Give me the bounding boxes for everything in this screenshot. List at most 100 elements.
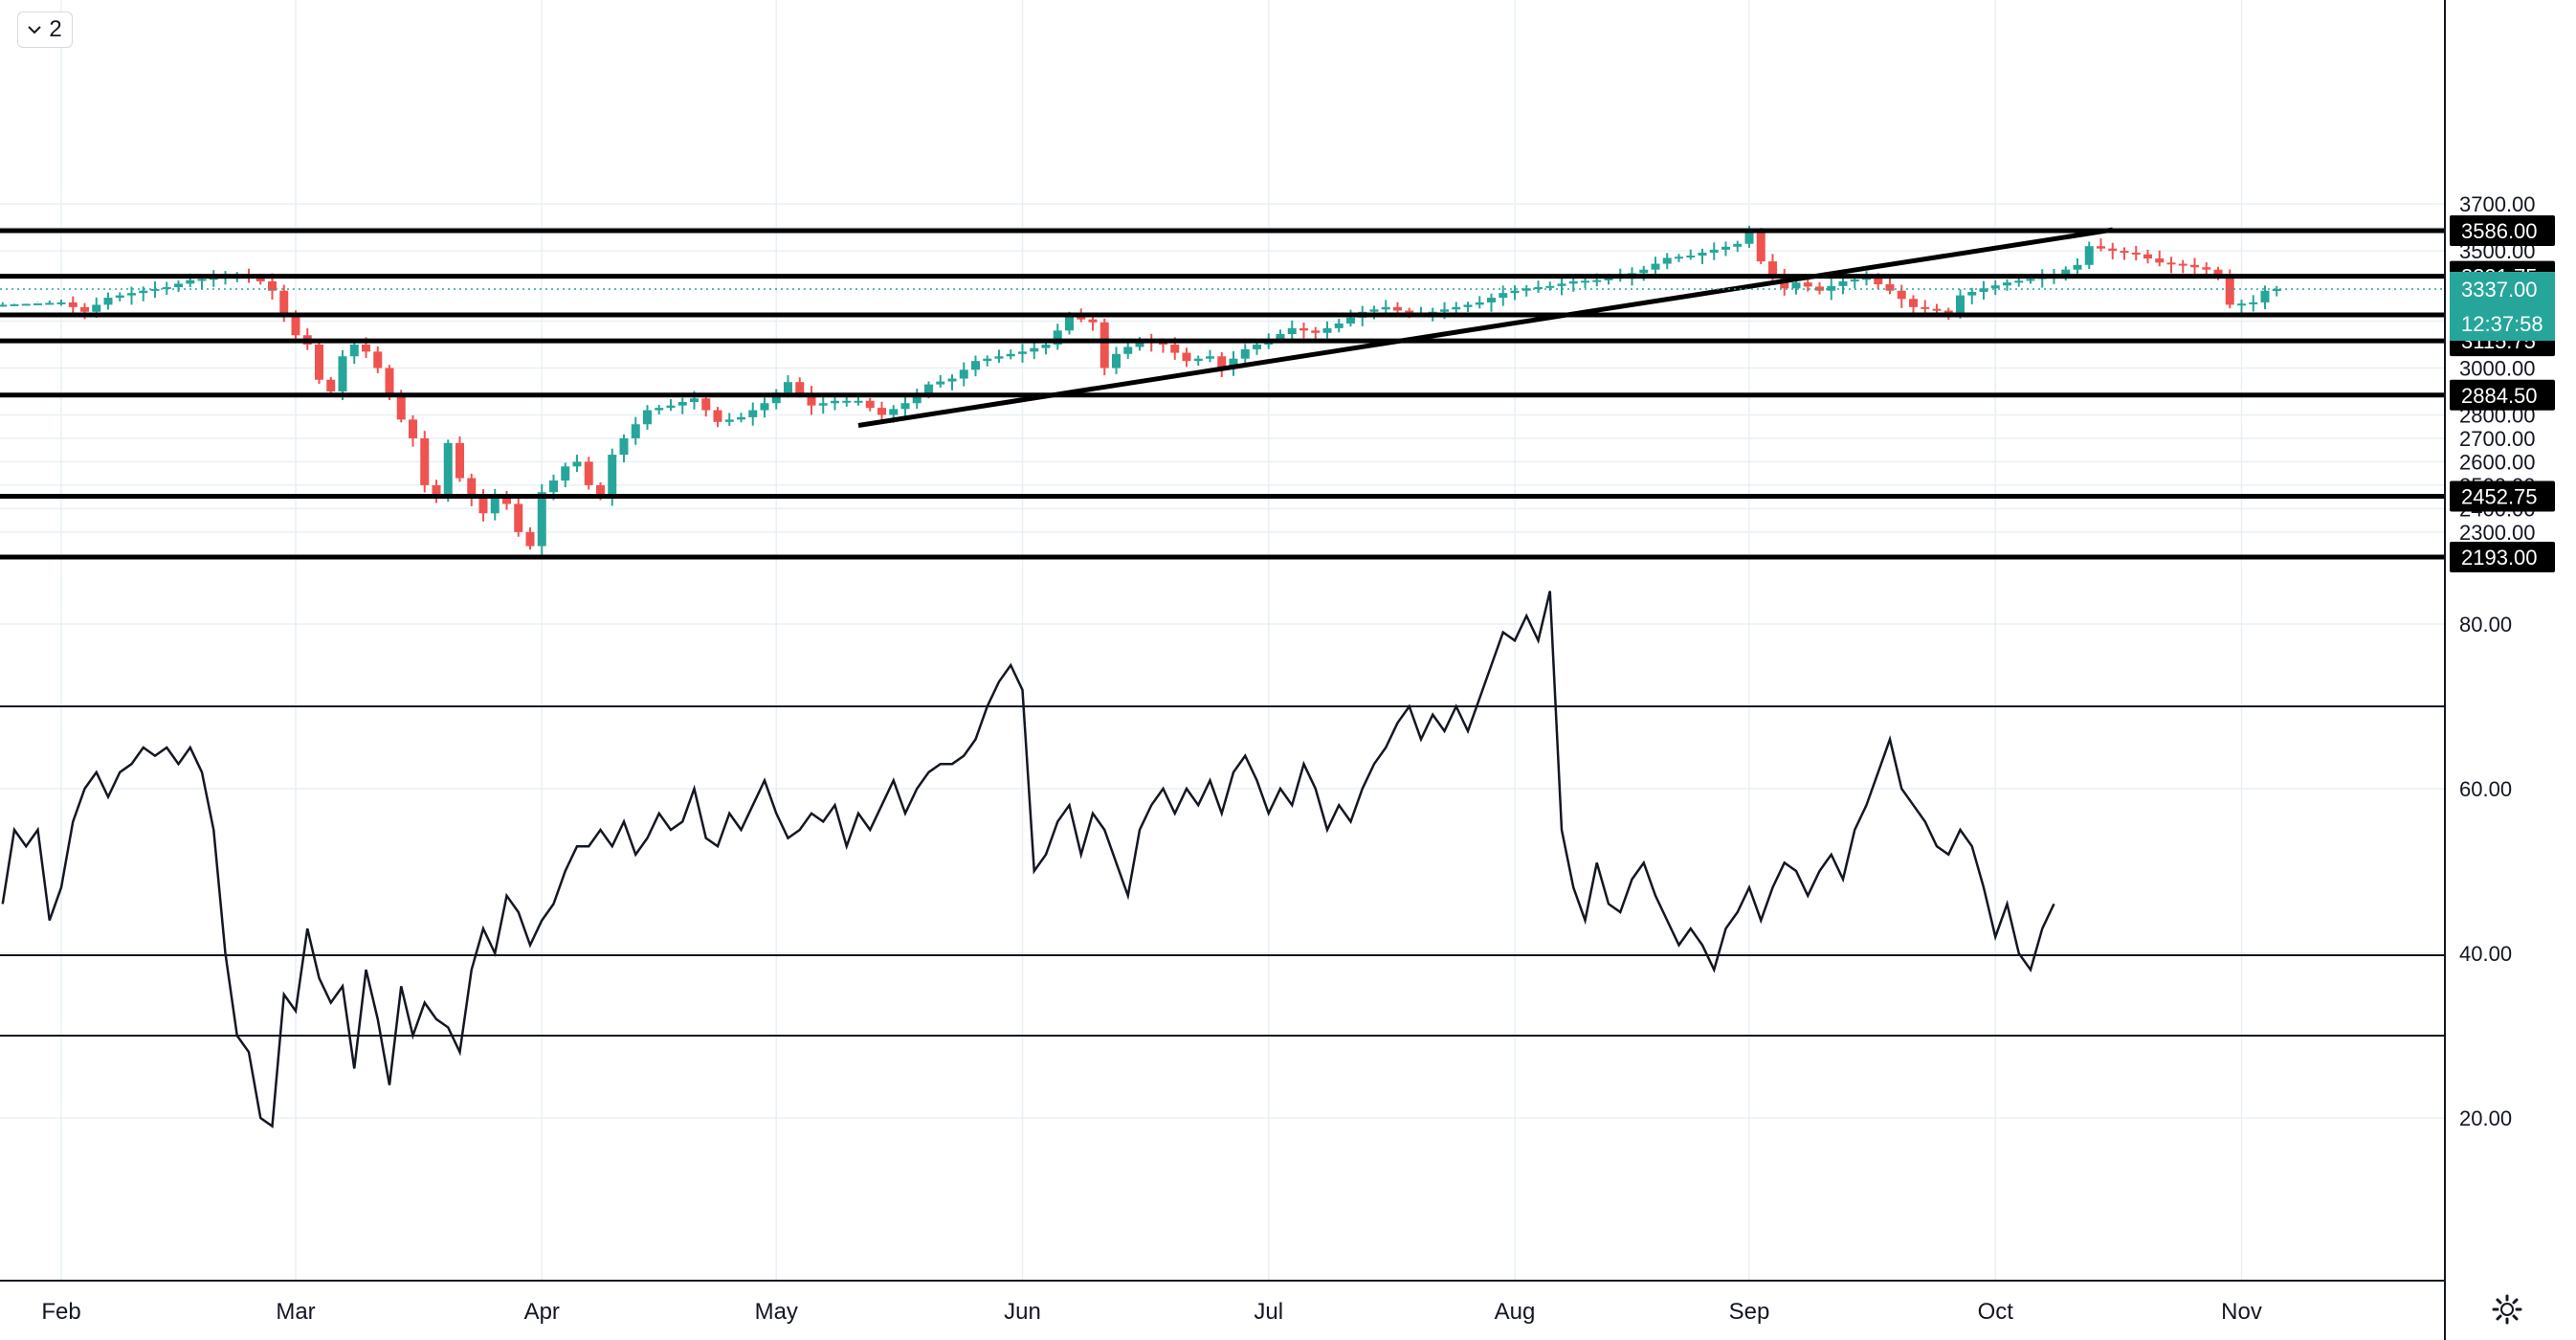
candle-body (1815, 286, 1824, 291)
candle-body (1487, 298, 1496, 302)
candle-body (2202, 267, 2211, 270)
time-tick-label: Mar (276, 1299, 315, 1325)
candle-body (877, 408, 886, 415)
candle-body (737, 416, 745, 420)
candle-body (1639, 269, 1649, 274)
oscillator-tick-label: 60.00 (2459, 777, 2512, 801)
candle-body (724, 419, 734, 422)
candle-body (1686, 255, 1696, 257)
candle-body (373, 351, 383, 368)
candle-body (338, 356, 347, 391)
candle-body (1768, 261, 1777, 275)
candle-body (525, 531, 535, 547)
candle-body (10, 303, 19, 306)
candle-body (1276, 334, 1285, 341)
candle-body (1099, 322, 1109, 368)
price-tick-label: 2300.00 (2459, 521, 2536, 545)
candle-body (1299, 327, 1308, 331)
candle-body (1545, 285, 1555, 288)
candle-body (1311, 330, 1321, 333)
candle-body (959, 369, 968, 379)
candle-body (701, 398, 711, 411)
candle-body (1733, 243, 1743, 247)
candle-body (2225, 275, 2234, 305)
candle-body (1018, 351, 1027, 354)
candle-body (1874, 278, 1883, 284)
candle-body (1217, 356, 1227, 368)
candle-body (1170, 345, 1180, 353)
candle-body (619, 437, 629, 456)
candle-body (1803, 282, 1812, 287)
level-price-label: 2452.75 (2461, 484, 2538, 508)
oscillator-tick-label: 80.00 (2459, 613, 2512, 636)
candle-body (2143, 254, 2152, 259)
price-tick-label: 2600.00 (2459, 450, 2536, 474)
candle-body (1557, 283, 1566, 286)
candle-body (1463, 304, 1473, 307)
candle-body (478, 497, 488, 514)
trendline[interactable] (857, 227, 2114, 428)
candle-body (2108, 248, 2118, 252)
candle-body (1604, 278, 1613, 280)
candle-body (115, 295, 124, 299)
candle-body (2272, 289, 2281, 292)
candle-body (1827, 285, 1836, 291)
candle-body (1123, 346, 1133, 354)
candle-body (1791, 282, 1801, 289)
candle-body (1885, 283, 1895, 291)
interval-button[interactable]: 2 (17, 11, 73, 48)
candle-body (1006, 353, 1015, 357)
candle-body (818, 403, 828, 406)
candle-body (2237, 303, 2246, 306)
candle-body (2073, 264, 2082, 270)
candle-body (2061, 269, 2071, 275)
settings-button[interactable] (2486, 1288, 2528, 1330)
candle-body (900, 403, 910, 410)
candle-body (584, 461, 593, 485)
candle-body (502, 494, 511, 504)
candle-body (1229, 358, 1238, 368)
candle-body (326, 379, 336, 391)
candle-body (1744, 232, 1754, 244)
candle-body (807, 393, 816, 406)
candle-body (268, 280, 277, 291)
candle-body (432, 484, 441, 498)
price-tick-label: 2700.00 (2459, 427, 2536, 451)
candle-body (139, 290, 148, 294)
candle-body (1182, 352, 1191, 362)
candle-body (68, 302, 78, 307)
time-tick-label: Apr (524, 1299, 560, 1325)
candle-body (994, 356, 1004, 359)
candle-body (467, 478, 477, 498)
candle-body (1534, 287, 1543, 290)
oscillator-line (1, 591, 2055, 1128)
candle-body (2097, 246, 2105, 249)
candle-body (1405, 310, 1414, 315)
candle-body (362, 345, 370, 352)
candle-body (537, 492, 546, 547)
candle-body (174, 283, 183, 288)
candle-body (1393, 306, 1402, 311)
candle-body (760, 403, 769, 411)
candle-body (21, 303, 31, 306)
chevron-down-icon (28, 26, 42, 34)
level-price-tag (2450, 480, 2555, 512)
oscillator-tick-label: 40.00 (2459, 942, 2512, 966)
candle-body (2260, 290, 2270, 302)
candle-body (2120, 251, 2129, 254)
candle-body (1956, 295, 1965, 316)
time-tick-label: Jul (1254, 1299, 1283, 1325)
candle-body (1850, 279, 1859, 282)
candle-body (2084, 246, 2094, 265)
candle-body (514, 503, 523, 532)
candle-body (1077, 316, 1086, 320)
candle-body (1675, 257, 1683, 259)
candle-body (831, 400, 839, 404)
candle-body (1159, 342, 1167, 346)
candle-body (549, 480, 558, 493)
candle-body (1240, 348, 1250, 359)
candle-body (92, 304, 101, 312)
candle-body (1499, 293, 1508, 299)
candle-body (1053, 330, 1062, 346)
